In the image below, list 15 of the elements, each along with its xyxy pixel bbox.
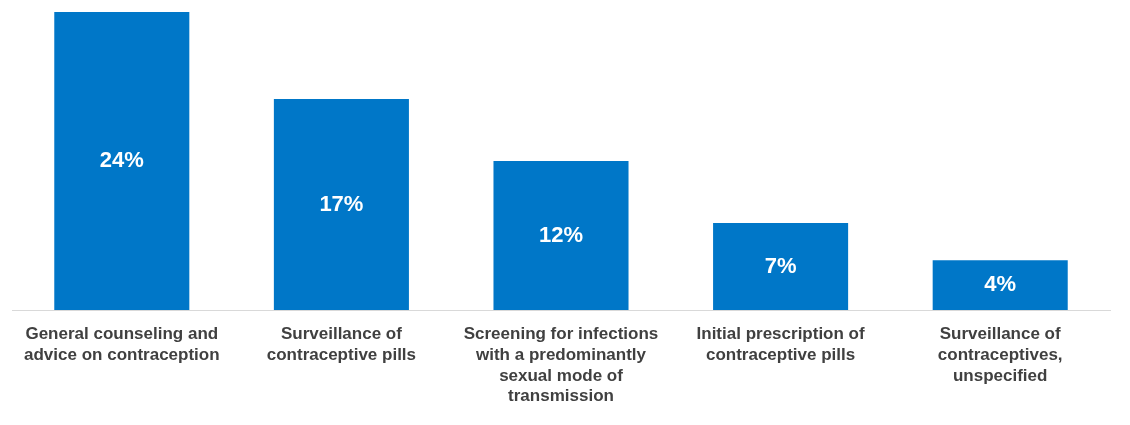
data-label: 4% bbox=[984, 271, 1017, 297]
data-label: 12% bbox=[538, 221, 584, 247]
x-tick-label: Surveillance of contraceptive pills bbox=[266, 324, 417, 364]
data-label: 24% bbox=[99, 147, 144, 173]
bar bbox=[493, 161, 629, 311]
bar bbox=[54, 12, 190, 311]
x-tick-label: Initial prescription of contraceptive pills bbox=[696, 324, 865, 364]
data-label: 17% bbox=[319, 190, 364, 216]
data-label: 7% bbox=[764, 252, 797, 278]
bar bbox=[273, 98, 409, 311]
bar bbox=[932, 260, 1068, 311]
bar bbox=[713, 223, 849, 311]
x-tick-label: General counseling and advice on contraception bbox=[24, 324, 220, 364]
x-tick-label: Surveillance of contraceptives, unspecified bbox=[937, 324, 1063, 385]
x-tick-label: Screening for infections with a predominantly sexual mode of transmission bbox=[463, 324, 659, 406]
